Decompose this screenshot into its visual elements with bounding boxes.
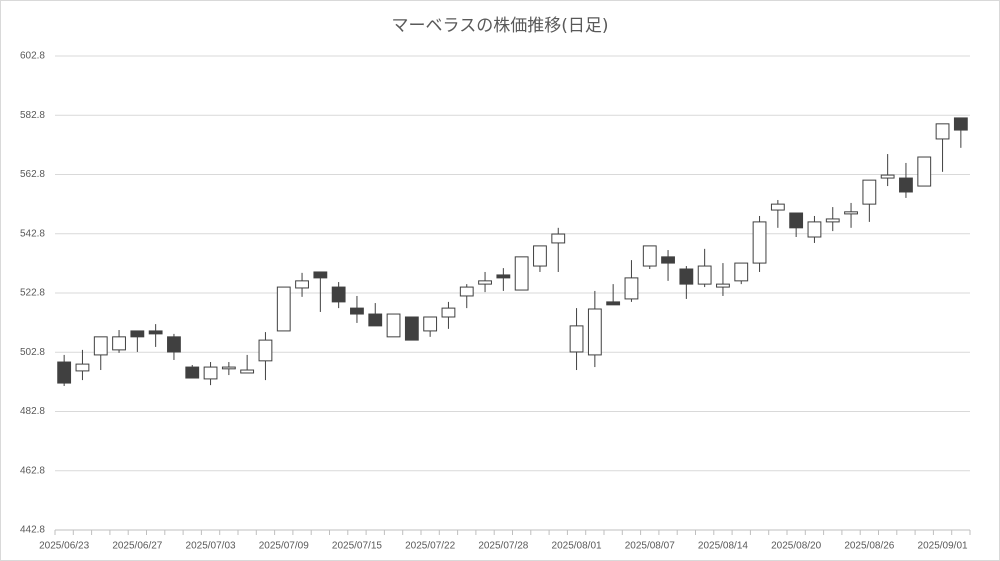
candle-body xyxy=(203,366,218,380)
y-tick-label: 542.8 xyxy=(20,228,45,239)
y-tick-label: 442.8 xyxy=(20,525,45,536)
candle-body xyxy=(716,283,730,288)
candle-body xyxy=(295,280,309,289)
x-tick-label: 2025/08/26 xyxy=(844,541,894,552)
candle-body xyxy=(185,366,200,379)
candle-body xyxy=(661,256,675,264)
candle-body xyxy=(697,265,712,285)
candle-body xyxy=(770,203,785,211)
candle-body xyxy=(441,307,456,318)
x-tick-label: 2025/08/07 xyxy=(625,541,675,552)
candle-body xyxy=(514,256,529,291)
candle-body xyxy=(313,271,328,279)
candle-body xyxy=(148,330,163,335)
candle-body xyxy=(459,286,474,297)
y-tick-label: 522.8 xyxy=(20,288,45,299)
candle-body xyxy=(880,174,895,179)
x-tick-label: 2025/07/03 xyxy=(186,541,236,552)
candle-body xyxy=(551,233,566,244)
candle-body xyxy=(679,268,694,285)
y-tick-label: 582.8 xyxy=(20,110,45,121)
candle-body xyxy=(423,316,438,332)
candle-body xyxy=(606,301,621,306)
y-tick-label: 602.8 xyxy=(20,51,45,62)
y-tick-label: 482.8 xyxy=(20,406,45,417)
x-tick-label: 2025/07/22 xyxy=(405,541,455,552)
candle-body xyxy=(862,179,877,205)
candle-body xyxy=(331,286,346,303)
candle-body xyxy=(789,212,804,229)
candle-body xyxy=(587,308,602,356)
y-tick-label: 562.8 xyxy=(20,169,45,180)
x-tick-label: 2025/08/20 xyxy=(771,541,821,552)
y-tick-label: 462.8 xyxy=(20,465,45,476)
candle-body xyxy=(386,313,401,338)
candle-body xyxy=(844,211,858,215)
x-tick-label: 2025/06/27 xyxy=(112,541,162,552)
candle-body xyxy=(221,366,236,370)
chart-title: マーベラスの株価推移(日足) xyxy=(392,16,609,36)
candle-body xyxy=(368,313,383,327)
y-tick-label: 502.8 xyxy=(20,347,45,358)
candle-body xyxy=(953,117,968,131)
x-tick-label: 2025/07/09 xyxy=(259,541,309,552)
candle-body xyxy=(112,336,126,351)
candle-body xyxy=(240,369,255,374)
x-tick-label: 2025/07/28 xyxy=(478,541,528,552)
x-tick-label: 2025/08/14 xyxy=(698,541,748,552)
candle-body xyxy=(496,274,511,279)
candle-body xyxy=(752,221,767,264)
candle-body xyxy=(276,286,291,332)
candle-body xyxy=(93,336,108,356)
candle-body xyxy=(935,123,950,140)
candle-body xyxy=(404,316,419,341)
candle-body xyxy=(130,330,145,338)
candle-body xyxy=(350,307,364,315)
candle-body xyxy=(75,363,90,372)
candle-body xyxy=(258,339,273,362)
x-tick-label: 2025/07/15 xyxy=(332,541,382,552)
candle-body xyxy=(807,221,822,238)
candle-body xyxy=(734,262,749,282)
candle-body xyxy=(167,336,181,353)
candle-body xyxy=(57,361,72,384)
candle-body xyxy=(917,156,932,187)
candle-body xyxy=(533,245,547,267)
candle-body xyxy=(569,325,584,353)
candle-body xyxy=(642,245,657,267)
candle-body xyxy=(624,277,639,300)
candle-body xyxy=(899,177,913,193)
candle-body xyxy=(825,218,840,223)
x-tick-label: 2025/06/23 xyxy=(39,541,89,552)
candle-body xyxy=(478,280,492,285)
x-tick-label: 2025/08/01 xyxy=(552,541,602,552)
x-tick-label: 2025/09/01 xyxy=(918,541,968,552)
